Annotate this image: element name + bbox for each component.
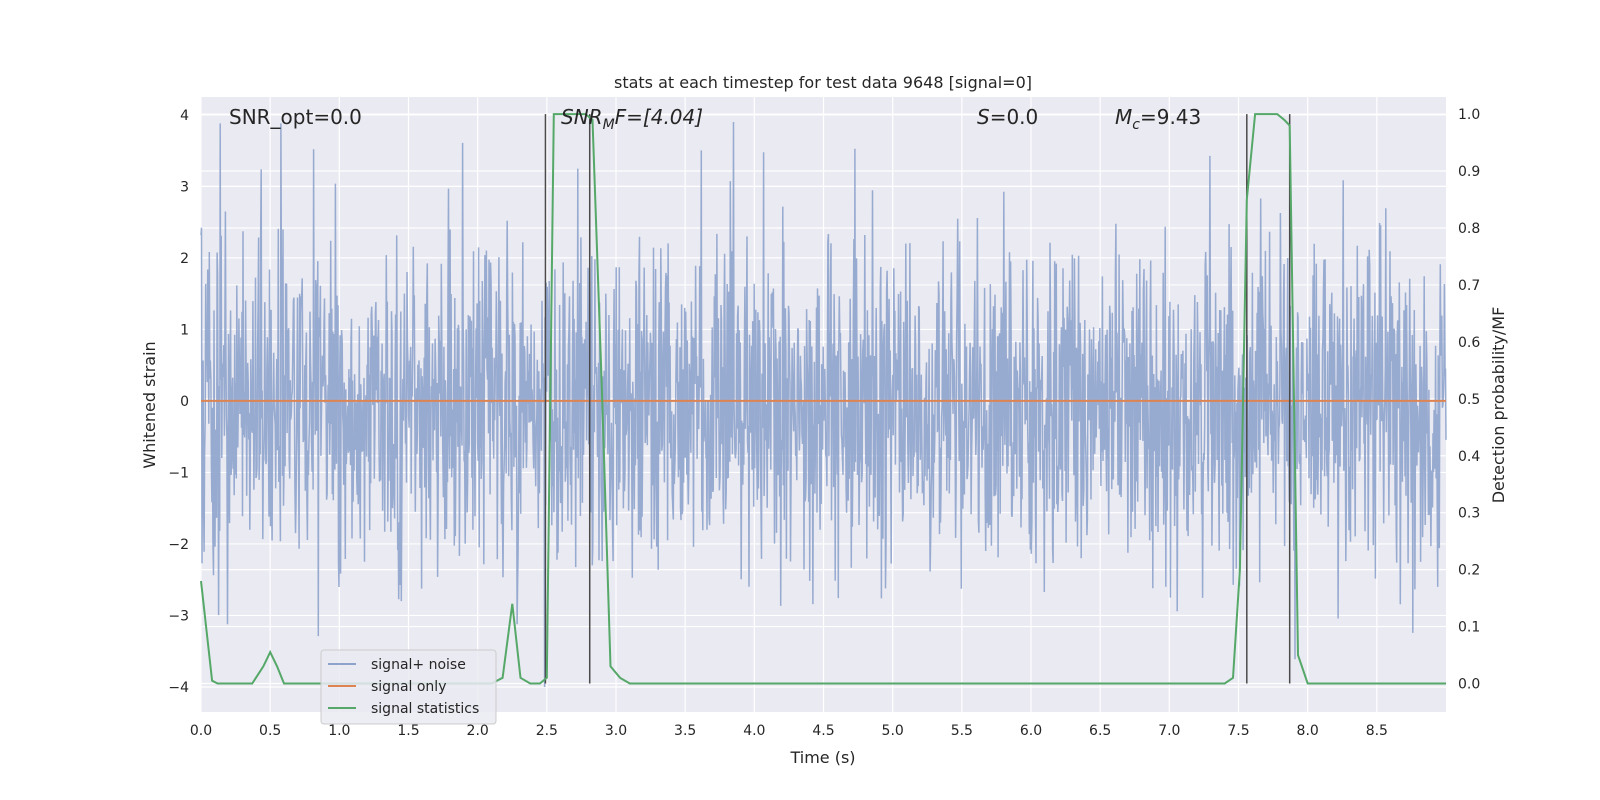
x-tick-label-14: 7.0 <box>1158 723 1180 739</box>
x-tick-label-12: 6.0 <box>1020 723 1042 739</box>
y-right-tick-label-1: 0.1 <box>1458 620 1480 636</box>
y-axis-right-label: Detection probability/MF <box>1489 307 1508 504</box>
y-axis-right-ticks: 0.0 0.1 0.2 0.3 0.4 0.5 0.6 0.7 0.8 0.9 1.0 <box>1458 107 1480 692</box>
x-tick-label-0: 0.0 <box>190 723 212 739</box>
legend-label-signal-only: signal only <box>371 679 446 695</box>
x-tick-label-8: 4.0 <box>743 723 765 739</box>
y-right-tick-label-9: 0.9 <box>1458 164 1480 180</box>
y-right-tick-label-5: 0.5 <box>1458 392 1480 408</box>
annotation-mc: Mc=9.43 <box>1115 105 1201 133</box>
series-signal-noise <box>200 121 1447 688</box>
signal-statistics-line <box>200 113 1446 685</box>
x-tick-label-16: 8.0 <box>1297 723 1319 739</box>
x-tick-label-6: 3.0 <box>605 723 627 739</box>
y-right-tick-label-6: 0.6 <box>1458 335 1480 351</box>
legend-label-signal-noise: signal+ noise <box>371 657 466 673</box>
x-tick-label-11: 5.5 <box>951 723 973 739</box>
y-right-tick-label-8: 0.8 <box>1458 221 1480 237</box>
annotation-snr-opt: SNR_opt=0.0 <box>229 105 362 129</box>
y-left-tick-label-7: 3 <box>180 179 189 195</box>
annotation-s: S=0.0 <box>977 105 1038 129</box>
y-right-tick-label-10: 1.0 <box>1458 107 1480 123</box>
x-axis-ticks: 0.0 0.5 1.0 1.5 2.0 2.5 3.0 3.5 4.0 4.5 5.0 5.5 6.0 6… <box>190 723 1388 739</box>
y-right-tick-label-0: 0.0 <box>1458 677 1480 693</box>
x-tick-label-10: 5.0 <box>882 723 904 739</box>
x-tick-label-5: 2.5 <box>536 723 558 739</box>
y-left-tick-label-2: −2 <box>168 537 189 553</box>
legend-label-signal-statistics: signal statistics <box>371 701 479 717</box>
x-tick-label-3: 1.5 <box>397 723 419 739</box>
x-tick-label-1: 0.5 <box>259 723 281 739</box>
x-tick-label-17: 8.5 <box>1366 723 1388 739</box>
x-tick-label-13: 6.5 <box>1089 723 1111 739</box>
annotation-snr-mf: SNRMF=[4.04] <box>561 105 703 133</box>
legend-box <box>320 649 497 725</box>
series-signal-statistics <box>200 113 1446 685</box>
y-axis-left-label: Whitened strain <box>140 341 159 468</box>
y-left-tick-label-1: −3 <box>168 608 189 624</box>
y-left-tick-label-5: 1 <box>180 322 189 338</box>
x-tick-label-2: 1.0 <box>328 723 350 739</box>
x-tick-label-7: 3.5 <box>674 723 696 739</box>
x-tick-label-4: 2.0 <box>467 723 489 739</box>
chart-title: stats at each timestep for test data 964… <box>614 73 1032 92</box>
y-right-tick-label-7: 0.7 <box>1458 278 1480 294</box>
y-left-tick-label-4: 0 <box>180 394 189 410</box>
y-axis-left-ticks: −4 −3 −2 −1 0 1 2 3 4 <box>168 108 189 696</box>
y-right-tick-label-2: 0.2 <box>1458 563 1480 579</box>
legend: signal+ noise signal only signal statist… <box>320 649 497 725</box>
y-left-tick-label-0: −4 <box>168 680 189 696</box>
x-tick-label-15: 7.5 <box>1227 723 1249 739</box>
y-right-tick-label-4: 0.4 <box>1458 449 1480 465</box>
y-left-tick-label-6: 2 <box>180 251 189 267</box>
y-left-tick-label-3: −1 <box>168 465 189 481</box>
x-tick-label-9: 4.5 <box>812 723 834 739</box>
y-left-tick-label-8: 4 <box>180 108 189 124</box>
noise-line <box>200 121 1447 688</box>
y-right-tick-label-3: 0.3 <box>1458 506 1480 522</box>
x-axis-label: Time (s) <box>789 748 855 767</box>
